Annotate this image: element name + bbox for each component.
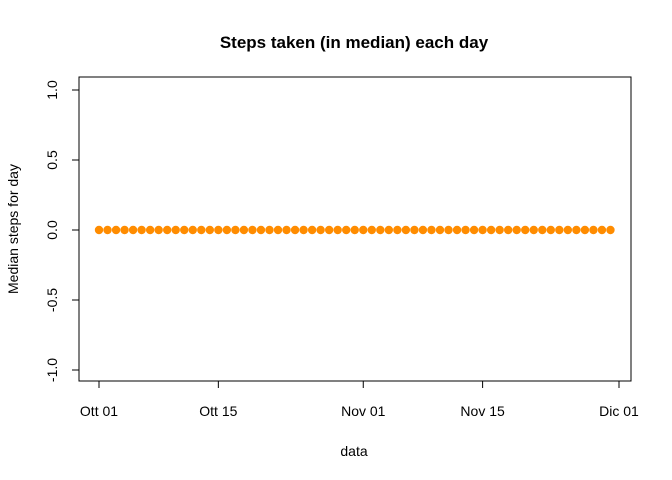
data-point [290,225,300,235]
data-point [188,225,197,235]
data-point [94,225,104,235]
data-point [231,225,240,235]
data-point [299,225,308,235]
data-point [580,225,590,235]
data-point [265,225,274,235]
data-point [214,225,223,235]
data-point [503,225,513,235]
data-point [137,225,146,235]
y-tick-label: -1.0 [44,358,60,382]
data-point [529,225,538,235]
x-tick-label: Nov 01 [341,403,386,419]
data-point [350,225,359,235]
data-point [563,225,573,235]
data-point [282,225,291,235]
data-point [486,225,496,235]
data-point [435,225,445,235]
data-point [154,225,163,235]
data-point [538,225,547,235]
data-point [145,225,155,235]
data-point [521,225,530,235]
y-tick-label: 0.5 [44,150,60,170]
data-point [376,225,385,235]
data-point [111,225,121,235]
data-point [597,225,607,235]
data-point [555,225,564,235]
data-point [367,225,376,235]
data-point [418,225,428,235]
chart-title: Steps taken (in median) each day [220,33,489,52]
data-point [444,225,453,235]
data-point [307,225,317,235]
data-point [478,225,487,235]
y-tick-label: 0.0 [44,220,60,240]
data-point [401,225,411,235]
data-point [546,225,556,235]
x-axis-label: data [340,443,367,459]
data-point [239,225,249,235]
x-tick-label: Nov 15 [460,403,505,419]
y-axis-label: Median steps for day [5,164,21,294]
x-tick-label: Ott 01 [80,403,118,419]
x-axis: Ott 01 Ott 15 Nov 01 Nov 15 Dic 01 [80,380,639,419]
data-point [427,225,436,235]
data-point [384,225,394,235]
data-points [94,225,615,235]
data-point [469,225,479,235]
y-tick-label: -0.5 [44,288,60,312]
data-point [333,225,342,235]
y-tick-label: 1.0 [44,80,60,100]
data-point [495,225,504,235]
data-point [359,225,368,235]
y-axis: -1.0 -0.5 0.0 0.5 1.0 [44,80,80,382]
data-point [162,225,172,235]
data-point [205,225,215,235]
data-point [120,225,129,235]
x-tick-label: Ott 15 [199,403,237,419]
x-tick-label: Dic 01 [599,403,639,419]
data-point [180,225,189,235]
data-point [103,225,112,235]
data-point [273,225,283,235]
data-point [589,225,598,235]
data-point [342,225,351,235]
data-point [197,225,206,235]
data-point [324,225,334,235]
data-point [128,225,138,235]
data-point [572,225,581,235]
data-point [410,225,419,235]
data-point [256,225,266,235]
data-point [512,225,521,235]
data-point [393,225,402,235]
data-point [171,225,180,235]
data-point [606,225,615,235]
data-point [222,225,232,235]
data-point [316,225,325,235]
data-point [452,225,462,235]
data-point [461,225,470,235]
data-point [248,225,257,235]
